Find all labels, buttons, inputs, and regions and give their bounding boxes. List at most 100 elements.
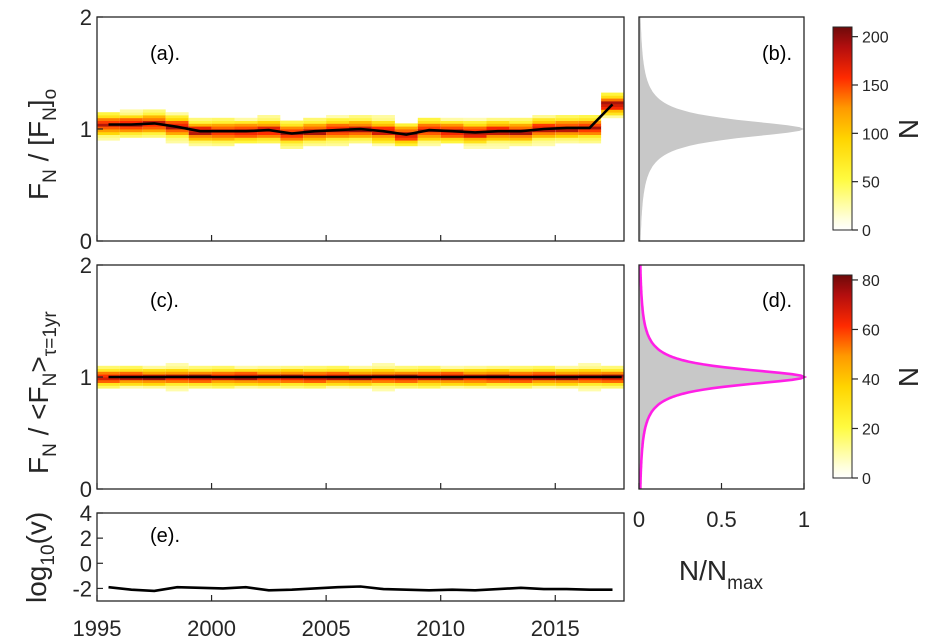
heatmap-cell: [555, 368, 579, 372]
heatmap-cell: [280, 382, 304, 386]
heatmap-cell: [463, 134, 487, 138]
colorbar-tick-label: 0: [862, 471, 871, 488]
heatmap-cell: [349, 123, 372, 127]
heatmap-cell: [211, 143, 235, 147]
heatmap-cell: [280, 145, 304, 149]
y-tick-label: 2: [80, 5, 92, 30]
heatmap-cell: [486, 143, 510, 147]
heatmap-cell: [97, 117, 120, 121]
x-tick-label: 2010: [416, 616, 465, 641]
heatmap-cell: [578, 134, 602, 138]
x-tick-label: 0: [633, 507, 645, 532]
heatmap-cell: [188, 382, 212, 386]
heatmap-cell: [486, 120, 510, 124]
heatmap-cell: [486, 371, 510, 375]
heatmap-cell: [463, 120, 487, 124]
heatmap-cell: [257, 126, 281, 130]
heatmap-cell: [211, 368, 235, 372]
heatmap-cell: [188, 117, 212, 121]
heatmap-cell: [372, 379, 395, 383]
heatmap-cell: [463, 123, 487, 127]
heatmap-cell: [417, 131, 441, 135]
heatmap-cell: [142, 131, 166, 135]
heatmap-cell: [211, 379, 235, 383]
histogram-b: [639, 17, 804, 241]
panel-label-e: (e).: [150, 525, 180, 547]
heatmap-cell: [394, 126, 418, 130]
heatmap-cell: [303, 131, 327, 135]
heatmap-cell: [349, 368, 372, 372]
heatmap-cell: [165, 115, 189, 119]
y-tick-label: -2: [72, 576, 92, 601]
heatmap-cell: [463, 140, 487, 144]
heatmap-cell: [532, 131, 556, 135]
colorbar-ticks-b: 0 50 100 150 200: [852, 30, 889, 240]
heatmap-cell: [601, 115, 624, 119]
heatmap-cell: [234, 371, 258, 375]
heatmap-cell: [234, 382, 258, 386]
heatmap-cell: [119, 112, 143, 116]
heatmap-cell: [97, 129, 120, 133]
heatmap-cell: [211, 140, 235, 144]
heatmap-cell: [119, 117, 143, 121]
heatmap-cell: [234, 120, 258, 124]
x-tick-label: 1995: [73, 616, 122, 641]
heatmap-cell: [417, 377, 441, 381]
heatmap-cell: [601, 385, 624, 389]
heatmap-cell: [532, 379, 556, 383]
heatmap-cell: [211, 131, 235, 135]
panel-label-d: (d).: [762, 290, 792, 312]
heatmap-cell: [601, 106, 624, 110]
heatmap-cell: [165, 112, 189, 116]
heatmap-cell: [303, 365, 327, 369]
heatmap-cell: [97, 385, 120, 389]
heatmap-cell: [578, 385, 602, 389]
heatmap-cell: [601, 92, 624, 96]
heatmap-cell: [532, 140, 556, 144]
heatmap-cell: [142, 379, 166, 383]
heatmap-cell: [188, 368, 212, 372]
heatmap-cell: [372, 368, 395, 372]
heatmap-cell: [280, 385, 304, 389]
heatmap-cell: [440, 377, 464, 381]
heatmap-cell: [532, 365, 556, 369]
heatmap-cell: [532, 137, 556, 141]
heatmap-cell: [463, 385, 487, 389]
heatmap-cell: [440, 140, 464, 144]
heatmap-cell: [601, 379, 624, 383]
heatmap-cell: [97, 131, 120, 135]
heatmap-cell: [257, 117, 281, 121]
heatmap-cell: [555, 140, 579, 144]
heatmap-cell: [280, 371, 304, 375]
heatmap-cell: [234, 134, 258, 138]
heatmap-cell: [165, 129, 189, 133]
heatmap-cell: [303, 382, 327, 386]
heatmap-cell: [394, 140, 418, 144]
heatmap-cell: [97, 377, 120, 381]
heatmap-cell: [234, 385, 258, 389]
heatmap-cell: [349, 129, 372, 133]
colorbar-tick-label: 150: [862, 78, 889, 95]
heatmap-cell: [349, 365, 372, 369]
heatmap-cell: [486, 117, 510, 121]
y-axis-label-a: FN / [FN]o: [23, 89, 61, 200]
heatmap-cell: [119, 131, 143, 135]
heatmap-cell: [257, 379, 281, 383]
heatmap-cell: [486, 145, 510, 149]
heatmap-cell: [486, 379, 510, 383]
heatmap-cell: [119, 120, 143, 124]
x-ticks-e: 1995 2000 2005 2010 2015: [73, 595, 580, 641]
heatmap-cell: [394, 365, 418, 369]
heatmap-cell: [394, 123, 418, 127]
heatmap-cell: [280, 129, 304, 133]
heatmap-cell: [394, 143, 418, 147]
heatmap-cell: [326, 123, 349, 127]
heatmap-cell: [326, 385, 349, 389]
y-axis-label-e: log10(v): [21, 512, 59, 603]
heatmap-cell: [394, 129, 418, 133]
heatmap-cell: [211, 126, 235, 130]
heatmap-cell: [578, 137, 602, 141]
heatmap-cell: [578, 129, 602, 133]
heatmap-cell: [165, 131, 189, 135]
heatmap-cell: [486, 368, 510, 372]
